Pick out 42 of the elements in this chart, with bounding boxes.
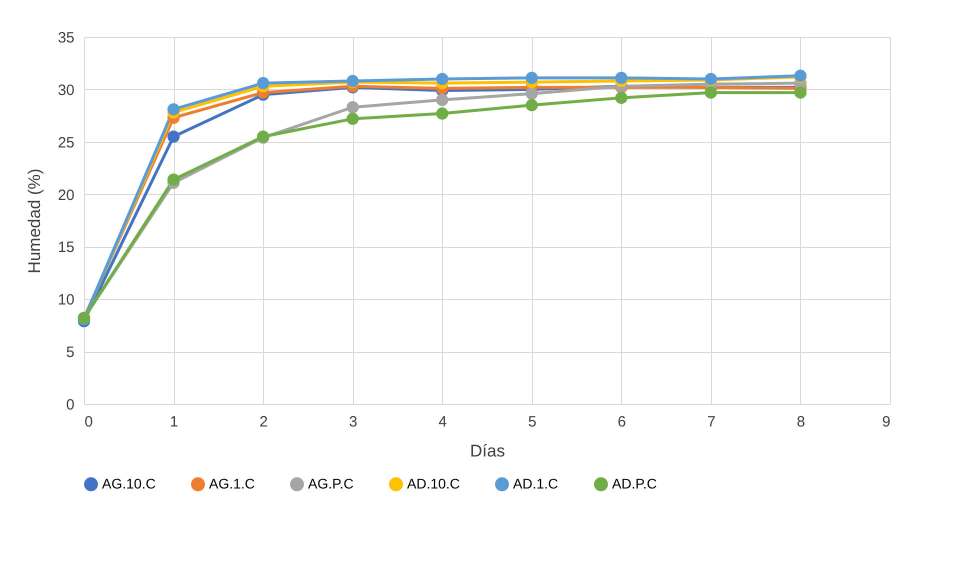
y-axis-title: Humedad (%): [24, 168, 44, 274]
point: [704, 86, 718, 99]
y-tick-label: 0: [66, 396, 74, 414]
point: [436, 107, 448, 120]
point: [167, 130, 180, 143]
point: [526, 72, 538, 84]
x-tick-label: 1: [170, 414, 178, 430]
x-axis-title: Días: [470, 442, 505, 460]
x-tick-label: 3: [348, 414, 358, 430]
point: [526, 99, 538, 112]
y-tick-label: 25: [58, 134, 74, 152]
point: [346, 101, 359, 114]
y-tick-label: 20: [58, 186, 74, 204]
x-tick-label: 7: [707, 414, 716, 430]
legend-label: AG.1.C: [209, 475, 255, 492]
point: [256, 77, 270, 90]
x-tick-label: 0: [84, 414, 93, 430]
legend-label: AD.P.C: [612, 475, 657, 492]
x-tick-label: 2: [259, 414, 268, 430]
point: [436, 72, 448, 86]
point: [615, 92, 628, 104]
x-tick-label: 4: [438, 414, 447, 430]
legend-label: AG.10.C: [102, 475, 156, 492]
point: [346, 112, 359, 125]
y-tick-label: 30: [58, 82, 74, 99]
point: [526, 88, 538, 100]
point: [167, 173, 180, 186]
point: [436, 94, 448, 106]
legend-label: AG.P.C: [308, 475, 354, 492]
point: [167, 103, 180, 116]
point: [615, 72, 628, 84]
y-tick-label: 5: [66, 344, 74, 362]
x-tick-label: 8: [796, 414, 806, 430]
y-tick-label: 10: [58, 292, 74, 309]
point: [794, 86, 807, 99]
legend-label: AD.1.C: [513, 475, 558, 492]
y-tick-label: 35: [58, 30, 74, 46]
x-tick-label: 6: [618, 414, 626, 430]
x-tick-label: 9: [882, 414, 890, 430]
x-tick-label: 5: [528, 414, 536, 430]
y-tick-label: 15: [58, 239, 74, 256]
legend-label: AD.10.C: [407, 475, 460, 492]
